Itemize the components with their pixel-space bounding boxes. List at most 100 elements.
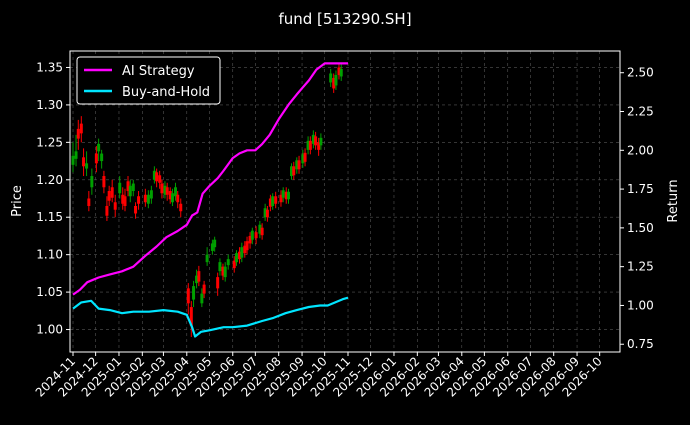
candle-body: [238, 251, 242, 260]
candle-body: [274, 196, 278, 204]
candle-body: [123, 196, 127, 206]
candle-body: [94, 153, 98, 164]
legend: AI Strategy Buy-and-Hold: [76, 56, 221, 105]
candle-body: [158, 175, 162, 183]
candle-body: [258, 224, 262, 234]
y-axis-left-label: Price: [10, 185, 25, 217]
legend-box: [76, 56, 221, 105]
candle-body: [152, 170, 156, 180]
candle-body: [250, 230, 254, 240]
buy-and-hold-line: [72, 296, 349, 338]
y-left-tick-label: 1.10: [36, 248, 63, 262]
y-right-tick-label: 1.75: [627, 182, 654, 196]
candle-body: [165, 187, 169, 195]
legend-label-buy-and-hold: Buy-and-Hold: [122, 85, 210, 100]
y-right-tick-label: 1.50: [627, 221, 654, 235]
candle-body: [319, 137, 323, 146]
y-left-tick-label: 1.15: [36, 210, 63, 224]
candle-body: [186, 288, 190, 304]
chart-title: fund [513290.SH]: [278, 10, 411, 28]
candle-body: [85, 163, 89, 169]
candle-body: [192, 286, 196, 300]
candle-body: [149, 190, 153, 199]
candle-body: [137, 196, 141, 204]
candle-body: [295, 160, 299, 170]
candle-body: [97, 143, 101, 152]
candle-body: [263, 208, 267, 218]
candle-body: [268, 198, 272, 207]
candle-body: [290, 166, 294, 177]
candle-body: [202, 284, 206, 294]
candle-body: [306, 140, 310, 150]
candle-body: [195, 275, 199, 284]
candle-body: [163, 185, 167, 195]
candle-body: [248, 235, 252, 244]
y-right-tick-label: 1.25: [627, 260, 654, 274]
candle-body: [197, 271, 201, 282]
candle-body: [218, 262, 222, 272]
candle-body: [90, 176, 94, 188]
y-axis-right: 0.75 1.00 1.25 1.50 1.75 2.00 2.25 2.50: [620, 66, 654, 351]
y-left-tick-label: 1.00: [36, 323, 63, 337]
candle-body: [74, 151, 78, 159]
candle-body: [235, 253, 239, 263]
candle-body: [87, 198, 91, 206]
candle-body: [232, 260, 236, 269]
candle-body: [226, 259, 230, 266]
candle-body: [155, 172, 159, 182]
candle-body: [121, 194, 125, 204]
candle-body: [334, 74, 338, 86]
candle-body: [216, 277, 220, 289]
candle-body: [107, 191, 111, 201]
candle-body: [303, 152, 307, 162]
candle-body: [168, 191, 172, 200]
candle-body: [260, 227, 264, 236]
candle-body: [82, 157, 86, 167]
candle-body: [311, 134, 315, 144]
candle-body: [179, 203, 183, 212]
candle-body: [128, 185, 132, 197]
y-left-tick-label: 1.25: [36, 135, 63, 149]
candle-body: [134, 205, 138, 214]
candle-body: [301, 154, 305, 164]
candle-body: [170, 193, 174, 203]
candle-body: [160, 183, 164, 194]
candle-body: [317, 142, 321, 150]
return-lines: [72, 62, 349, 338]
y-right-tick-label: 2.00: [627, 143, 654, 157]
candle-body: [284, 191, 288, 200]
candle-body: [292, 166, 296, 176]
candle-body: [76, 128, 80, 139]
y-left-tick-label: 1.20: [36, 173, 63, 187]
candle-body: [337, 67, 341, 75]
candle-body: [254, 232, 258, 239]
candle-body: [271, 196, 275, 206]
candle-body: [210, 243, 214, 251]
candle-body: [102, 176, 106, 188]
y-axis-right-label: Return: [666, 179, 681, 222]
candle-body: [105, 205, 109, 216]
candle-body: [265, 209, 269, 218]
candle-body: [281, 190, 285, 198]
candle-body: [118, 182, 122, 194]
y-right-tick-label: 2.50: [627, 66, 654, 80]
y-left-tick-label: 1.30: [36, 98, 63, 112]
candle-body: [332, 77, 336, 89]
candle-body: [339, 68, 343, 77]
candle-body: [113, 202, 117, 210]
candle-body: [297, 160, 301, 170]
candle-body: [221, 266, 225, 276]
candle-body: [189, 307, 193, 326]
candle-body: [243, 245, 247, 254]
y-right-tick-label: 0.75: [627, 337, 654, 351]
candle-body: [131, 183, 135, 192]
candle-body: [329, 73, 333, 83]
candle-body: [146, 194, 150, 204]
candle-body: [205, 254, 209, 263]
candle-body: [100, 153, 104, 162]
candle-body: [213, 239, 217, 248]
candle-body: [240, 247, 244, 258]
candle-body: [143, 194, 147, 203]
